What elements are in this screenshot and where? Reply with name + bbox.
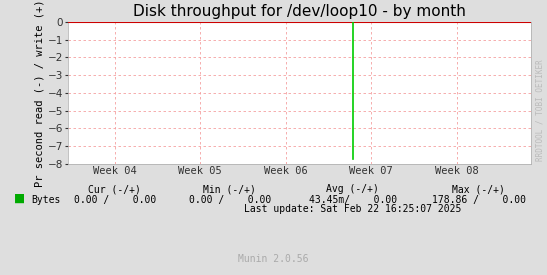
Text: Last update: Sat Feb 22 16:25:07 2025: Last update: Sat Feb 22 16:25:07 2025 bbox=[244, 204, 462, 214]
Text: Cur (-/+): Cur (-/+) bbox=[89, 185, 141, 194]
Text: 0.00 /    0.00: 0.00 / 0.00 bbox=[189, 195, 271, 205]
Y-axis label: Pr second read (-) / write (+): Pr second read (-) / write (+) bbox=[34, 0, 45, 186]
Text: Munin 2.0.56: Munin 2.0.56 bbox=[238, 254, 309, 264]
Text: 43.45m/    0.00: 43.45m/ 0.00 bbox=[309, 195, 397, 205]
Text: Min (-/+): Min (-/+) bbox=[203, 185, 256, 194]
Text: Max (-/+): Max (-/+) bbox=[452, 185, 505, 194]
Title: Disk throughput for /dev/loop10 - by month: Disk throughput for /dev/loop10 - by mon… bbox=[133, 4, 466, 20]
Text: Bytes: Bytes bbox=[32, 195, 61, 205]
Text: 0.00 /    0.00: 0.00 / 0.00 bbox=[74, 195, 156, 205]
Text: RRDTOOL / TOBI OETIKER: RRDTOOL / TOBI OETIKER bbox=[536, 59, 544, 161]
Text: ■: ■ bbox=[14, 192, 25, 205]
Text: Avg (-/+): Avg (-/+) bbox=[327, 185, 379, 194]
Text: 178.86 /    0.00: 178.86 / 0.00 bbox=[432, 195, 526, 205]
